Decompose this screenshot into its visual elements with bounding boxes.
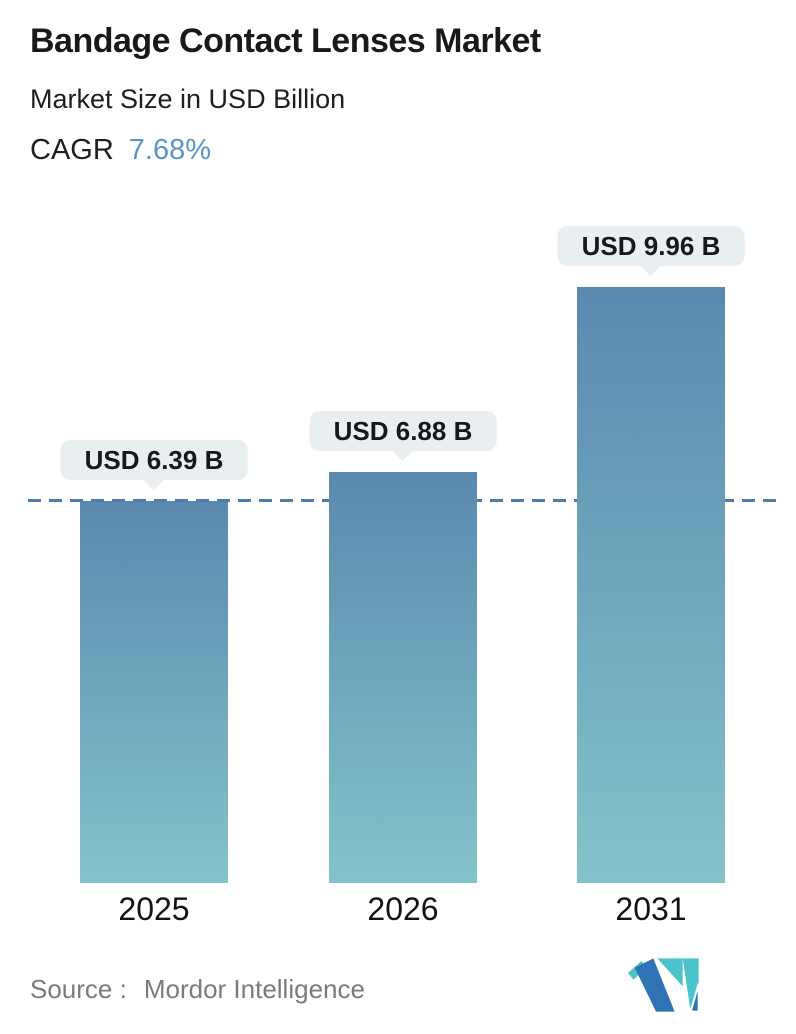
bar-2025 [80, 501, 228, 883]
value-label-bubble-2025: USD 6.39 B [60, 440, 248, 490]
value-label-2026: USD 6.88 B [333, 415, 473, 446]
value-label-2031: USD 9.96 B [581, 230, 721, 261]
bar-2026 [329, 472, 477, 883]
mordor-intelligence-logo-icon [628, 958, 700, 1013]
x-axis-label-2026: 2026 [367, 891, 439, 927]
cagr-label: CAGR [30, 134, 114, 166]
bubble-tail-icon [391, 450, 414, 461]
value-label-bubble-2026: USD 6.88 B [309, 411, 497, 461]
x-axis-label-2031: 2031 [615, 891, 687, 927]
cagr-row: CAGR 7.68% [30, 134, 211, 167]
source-value: Mordor Intelligence [143, 974, 365, 1004]
cagr-value: 7.68% [128, 134, 212, 166]
bubble-tail-icon [142, 479, 165, 490]
source-label: Source : [30, 974, 127, 1004]
chart-subtitle: Market Size in USD Billion [30, 84, 346, 114]
value-label-2025: USD 6.39 B [84, 444, 224, 475]
x-axis-label-2025: 2025 [118, 891, 190, 927]
page-title: Bandage Contact Lenses Market [30, 22, 541, 60]
source-attribution: Source : Mordor Intelligence [30, 974, 365, 1005]
bar-chart: USD 6.39 B 2025 USD 6.88 B 2026 USD 9.96… [28, 226, 781, 927]
bar-2031 [577, 287, 725, 883]
bubble-tail-icon [639, 265, 662, 276]
value-label-bubble-2031: USD 9.96 B [557, 226, 745, 276]
